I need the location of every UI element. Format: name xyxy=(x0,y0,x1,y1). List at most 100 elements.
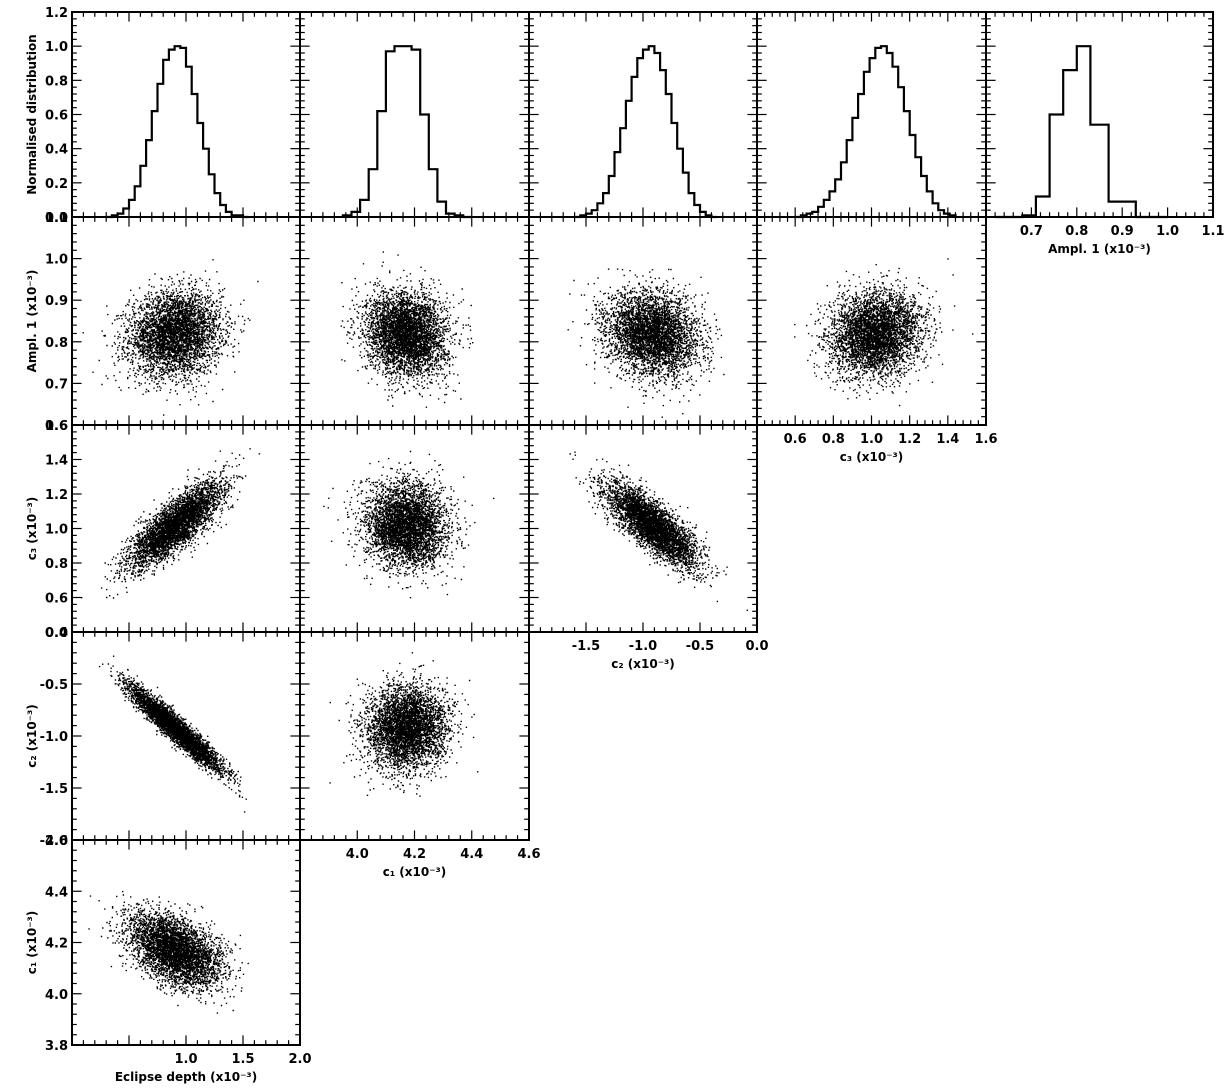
tick-label: 0.8 xyxy=(822,432,845,447)
tick-label: 4.2 xyxy=(403,847,426,862)
tick-label: 1.1 xyxy=(1201,224,1224,239)
tick-label: 0.6 xyxy=(45,592,68,607)
tick-label: 0.0 xyxy=(745,639,768,654)
histogram-line-c1 xyxy=(341,45,472,219)
y-axis-title-c3: c₃ (x10⁻³) xyxy=(25,497,39,561)
panel-frame xyxy=(71,839,301,1046)
x-axis-title-c2: c₂ (x10⁻³) xyxy=(611,657,675,671)
tick-label: 1.4 xyxy=(936,432,959,447)
tick-label: 1.0 xyxy=(1156,224,1179,239)
panel-frame xyxy=(299,11,530,218)
tick-label: 0.0 xyxy=(45,626,68,641)
tick-label: 1.6 xyxy=(974,432,997,447)
scatter-points xyxy=(98,655,247,813)
scatter-panel-eclipse-vs-c1 xyxy=(71,839,301,1046)
panel-frame xyxy=(756,11,987,218)
tick-label: 1.5 xyxy=(231,1052,254,1067)
tick-label: 0.4 xyxy=(45,626,68,641)
tick-label: 0.2 xyxy=(45,177,68,192)
tick-label: 4.4 xyxy=(460,847,483,862)
tick-label: -1.5 xyxy=(572,639,600,654)
tick-label: 1.4 xyxy=(45,454,68,469)
tick-label: 0.8 xyxy=(45,74,68,89)
scatter-panel-c1-vs-c3 xyxy=(299,424,530,633)
scatter-points xyxy=(82,259,259,416)
tick-label: 4.6 xyxy=(45,834,68,849)
tick-label: 0.8 xyxy=(45,336,68,351)
scatter-panel-c2-vs-ampl1 xyxy=(528,216,758,426)
tick-label: 1.2 xyxy=(898,432,921,447)
scatter-points xyxy=(88,890,249,1014)
panel-frame xyxy=(756,216,987,426)
tick-label: -0.5 xyxy=(40,678,68,693)
tick-label: 1.0 xyxy=(45,253,68,268)
panel-frame xyxy=(528,11,758,218)
tick-label: 0.6 xyxy=(45,109,68,124)
tick-label: 4.2 xyxy=(45,937,68,952)
histogram-panel-c2 xyxy=(528,11,758,219)
tick-label: 0.8 xyxy=(1065,224,1088,239)
histogram-line-ampl1 xyxy=(995,45,1168,219)
tick-label: 0.4 xyxy=(45,143,68,158)
tick-label: 2.0 xyxy=(288,1052,311,1067)
scatter-points xyxy=(567,268,725,418)
scatter-panel-c1-vs-c2 xyxy=(299,631,530,841)
histogram-panel-eclipse xyxy=(71,11,301,219)
panel-frame xyxy=(985,11,1214,218)
scatter-points xyxy=(794,258,974,407)
tick-label: 0.8 xyxy=(45,557,68,572)
y-axis-title-c1: c₁ (x10⁻³) xyxy=(25,911,39,975)
tick-label: 4.6 xyxy=(517,847,540,862)
tick-label: -1.0 xyxy=(629,639,657,654)
y-axis-title-ylabel_hist: Normalised distribution xyxy=(25,34,39,194)
tick-label: 0.7 xyxy=(45,377,68,392)
tick-label: 3.8 xyxy=(45,1039,68,1054)
scatter-points xyxy=(323,450,495,599)
scatter-panel-eclipse-vs-c3 xyxy=(71,424,301,633)
x-axis-title-c3: c₃ (x10⁻³) xyxy=(840,450,904,464)
y-axis-title-c2: c₂ (x10⁻³) xyxy=(25,704,39,768)
panel-frame xyxy=(71,11,301,218)
histogram-panel-c3 xyxy=(756,11,987,219)
scatter-points xyxy=(340,251,474,408)
x-axis-title-eclipse: Eclipse depth (x10⁻³) xyxy=(115,1070,257,1084)
tick-label: -2.0 xyxy=(40,834,68,849)
histogram-panel-c1 xyxy=(299,11,530,219)
tick-label: 0.0 xyxy=(45,211,68,226)
tick-label: 4.0 xyxy=(346,847,369,862)
y-axis-title-ampl1: Ampl. 1 (x10⁻³) xyxy=(25,270,39,373)
tick-label: 4.0 xyxy=(45,988,68,1003)
x-axis-title-ampl1: Ampl. 1 (x10⁻³) xyxy=(1048,242,1151,256)
tick-label: 0.9 xyxy=(45,294,68,309)
tick-label: -1.0 xyxy=(40,730,68,745)
x-axis-title-c1: c₁ (x10⁻³) xyxy=(383,865,447,879)
scatter-points xyxy=(329,652,479,797)
tick-label: 4.4 xyxy=(45,885,68,900)
scatter-panel-eclipse-vs-ampl1 xyxy=(71,216,301,426)
panel-frame xyxy=(299,631,530,841)
scatter-panel-c2-vs-c3 xyxy=(528,424,758,633)
scatter-panel-eclipse-vs-c2 xyxy=(71,631,301,841)
tick-label: 1.2 xyxy=(45,6,68,21)
tick-label: -0.5 xyxy=(686,639,714,654)
histogram-line-c3 xyxy=(795,45,957,219)
tick-label: 1.2 xyxy=(45,488,68,503)
tick-label: 1.6 xyxy=(45,419,68,434)
histogram-line-c2 xyxy=(574,45,718,219)
tick-label: 0.6 xyxy=(45,419,68,434)
tick-label: 0.9 xyxy=(1111,224,1134,239)
histogram-panel-ampl1 xyxy=(985,11,1214,219)
panel-frame xyxy=(528,424,758,633)
tick-label: 1.0 xyxy=(45,40,68,55)
tick-label: 1.1 xyxy=(45,211,68,226)
scatter-points xyxy=(80,448,261,599)
tick-label: -1.5 xyxy=(40,782,68,797)
scatter-panel-c1-vs-ampl1 xyxy=(299,216,530,426)
scatter-points xyxy=(569,451,748,611)
scatter-panel-c3-vs-ampl1 xyxy=(756,216,987,426)
tick-label: 0.7 xyxy=(1020,224,1043,239)
histogram-line-eclipse xyxy=(106,45,249,219)
tick-label: 0.6 xyxy=(784,432,807,447)
tick-label: 1.0 xyxy=(174,1052,197,1067)
